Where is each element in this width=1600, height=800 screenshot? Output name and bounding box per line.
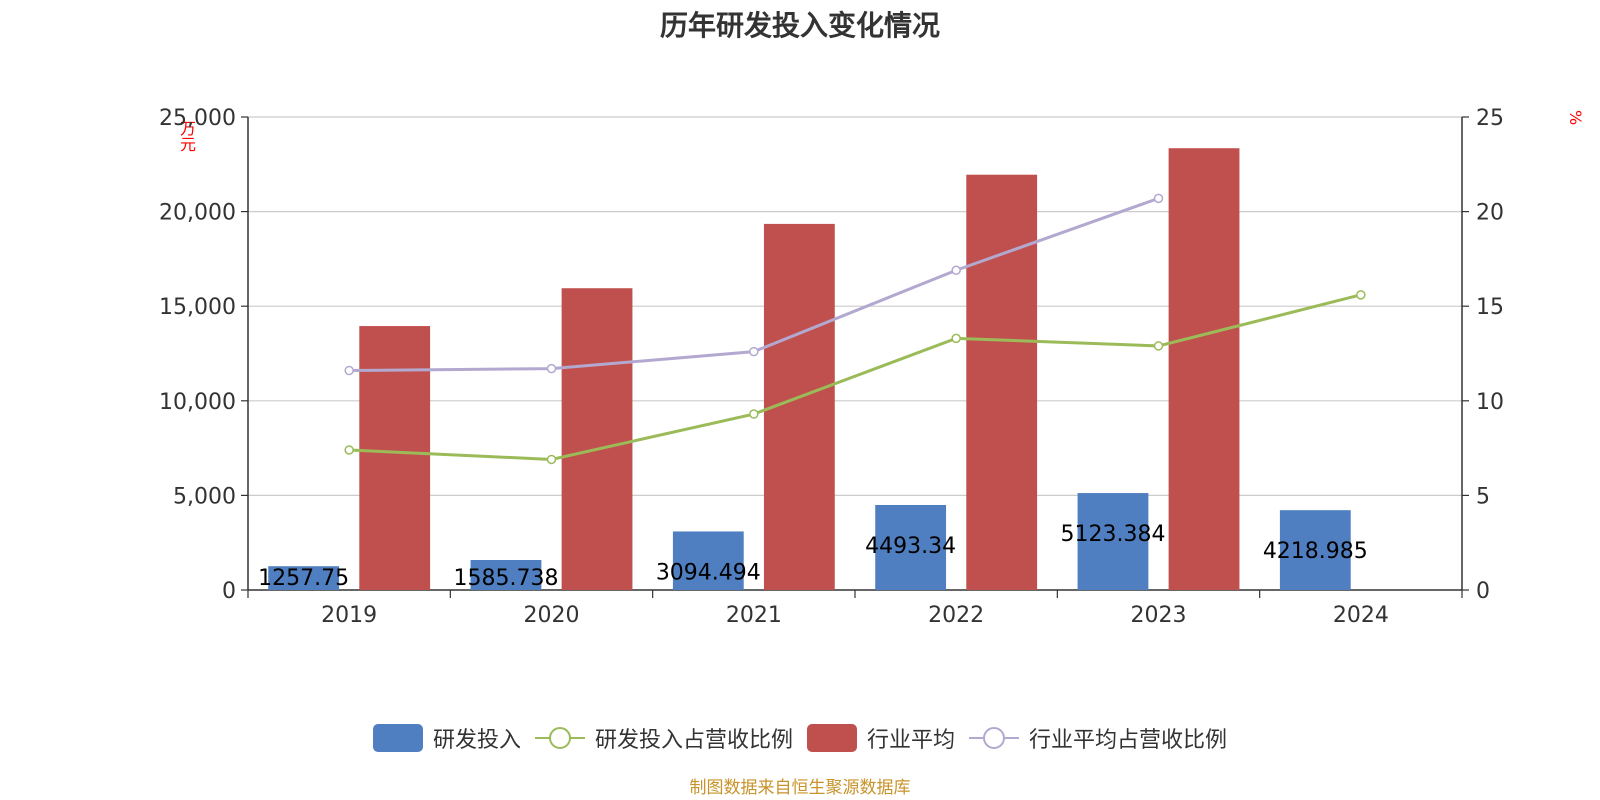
bar-rd-input: [875, 504, 947, 590]
bar-industry-avg: [359, 326, 431, 590]
x-axis-tick-label: 2022: [928, 603, 984, 628]
x-axis-tick-label: 2021: [726, 603, 782, 628]
right-axis-unit: %: [1566, 110, 1585, 126]
point-rd-ratio: [344, 445, 354, 455]
right-axis-tick-label: 0: [1476, 579, 1490, 604]
bar-data-label: 4218.985: [1263, 539, 1368, 564]
bar-data-label: 1585.738: [453, 566, 558, 591]
bar-industry-avg: [561, 288, 633, 590]
left-axis-tick-label: 0: [222, 579, 236, 604]
right-axis-tick-label: 15: [1476, 295, 1504, 320]
point-rd-ratio: [1356, 290, 1366, 300]
left-axis-tick-label: 25,000: [159, 106, 236, 131]
line-rd-ratio: [349, 293, 1362, 461]
bar-rd-input: [672, 531, 744, 590]
bar-rd-input: [470, 559, 542, 590]
bar-rd-input: [268, 566, 340, 590]
legend-item-industry-avg[interactable]: 行业平均: [807, 722, 955, 754]
legend: 研发投入 研发投入占营收比例 行业平均 行业平均占营收比例: [0, 722, 1600, 754]
bar-industry-avg: [1168, 148, 1240, 590]
x-axis-tick-label: 2023: [1131, 603, 1187, 628]
x-axis-tick-label: 2020: [524, 603, 580, 628]
left-axis-tick-label: 20,000: [159, 201, 236, 226]
legend-swatch-industry-avg: [807, 724, 857, 752]
bar-data-label: 1257.75: [258, 566, 349, 591]
left-axis-tick-label: 5,000: [173, 484, 236, 509]
point-rd-ratio: [951, 333, 961, 344]
left-axis-tick-label: 10,000: [159, 390, 236, 415]
x-axis-tick-label: 2019: [321, 603, 377, 628]
point-rd-ratio: [546, 454, 557, 465]
right-axis-tick-label: 5: [1476, 484, 1490, 509]
point-industry-ratio: [951, 265, 961, 276]
legend-item-rd-ratio[interactable]: 研发投入占营收比例: [534, 722, 793, 754]
point-rd-ratio: [1153, 341, 1164, 351]
point-rd-ratio: [749, 409, 759, 419]
point-industry-ratio: [546, 363, 557, 374]
legend-swatch-industry-ratio: [969, 724, 1020, 752]
bar-rd-input: [1279, 510, 1351, 590]
left-axis-tick-label: 15,000: [159, 295, 236, 320]
legend-swatch-rd-ratio: [534, 724, 585, 752]
point-industry-ratio: [749, 346, 759, 357]
right-axis-tick-label: 10: [1476, 390, 1504, 415]
bar-data-label: 4493.34: [865, 534, 956, 559]
legend-label-industry-avg: 行业平均: [867, 728, 956, 753]
legend-item-rd-input[interactable]: 研发投入: [372, 722, 521, 754]
legend-label-rd-ratio: 研发投入占营收比例: [594, 728, 793, 753]
bar-rd-input: [1077, 493, 1149, 590]
data-source-note: 制图数据来自恒生聚源数据库: [689, 778, 911, 798]
legend-label-industry-ratio: 行业平均占营收比例: [1029, 728, 1228, 753]
point-industry-ratio: [1153, 193, 1164, 204]
x-axis-tick-label: 2024: [1333, 603, 1389, 628]
bar-data-label: 3094.494: [656, 560, 761, 585]
chart-title: 历年研发投入变化情况: [659, 9, 940, 42]
left-axis-unit: 万元: [177, 120, 196, 152]
right-axis-tick-label: 25: [1476, 106, 1504, 131]
legend-label-rd-input: 研发投入: [432, 728, 521, 753]
point-industry-ratio: [344, 365, 354, 376]
chart-canvas: 0 5,000 10,000 15,000 20,000 25,000 0 5 10 15 20 25…: [159, 106, 1504, 628]
legend-swatch-rd-input: [372, 724, 423, 752]
right-axis-tick-label: 20: [1476, 201, 1504, 226]
bar-data-label: 5123.384: [1060, 522, 1165, 547]
legend-item-industry-ratio[interactable]: 行业平均占营收比例: [969, 722, 1227, 754]
bar-industry-avg: [966, 174, 1038, 590]
